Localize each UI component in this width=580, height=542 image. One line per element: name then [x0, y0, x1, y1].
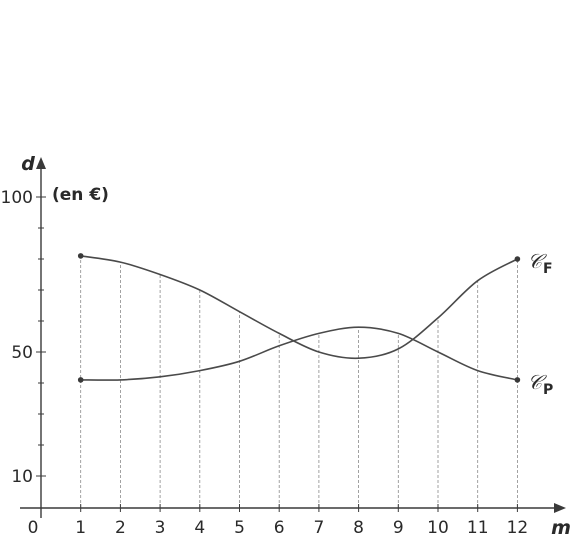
x-tick-label: 3: [155, 518, 166, 538]
origin-label: 0: [28, 518, 39, 538]
x-tick-label: 8: [353, 518, 364, 538]
x-axis-label: m: [551, 517, 571, 539]
x-tick-label: 2: [115, 518, 126, 538]
vertical-guides: [80, 255, 518, 508]
x-axis-arrow: [554, 503, 566, 513]
series-line-f: [80, 255, 518, 360]
y-tick-label: 10: [11, 467, 33, 487]
x-tick-label: 11: [467, 518, 489, 538]
series-label-subscript: P: [543, 382, 553, 398]
x-tick-label: 12: [507, 518, 529, 538]
x-tick-label: 10: [427, 518, 449, 538]
series-label-subscript: F: [543, 261, 553, 277]
series-endpoint-p: [77, 377, 84, 383]
y-axis-arrow: [36, 157, 46, 169]
series-labels: 𝒞F 𝒞P: [527, 249, 553, 398]
y-tick-label: 50: [11, 343, 33, 363]
series-label-f: 𝒞F: [527, 249, 552, 277]
y-axis-label: d: [21, 153, 35, 175]
series-line-p: [80, 326, 518, 381]
x-tick-label: 7: [313, 518, 324, 538]
y-tick-label: 100: [1, 188, 33, 208]
series-endpoint-f: [514, 256, 521, 262]
curves: [77, 253, 521, 383]
x-tick-label: 4: [194, 518, 205, 538]
y-axis-unit: (en €): [52, 185, 109, 205]
x-tick-label: 1: [75, 518, 86, 538]
series-endpoint-p: [514, 377, 521, 383]
x-tick-label: 6: [274, 518, 285, 538]
x-tick-label: 5: [234, 518, 245, 538]
axis-labels: d (en €) m 0: [21, 153, 571, 539]
axes: [20, 157, 566, 518]
x-tick-label: 9: [393, 518, 404, 538]
series-label-p: 𝒞P: [527, 370, 553, 398]
series-endpoint-f: [77, 253, 84, 259]
